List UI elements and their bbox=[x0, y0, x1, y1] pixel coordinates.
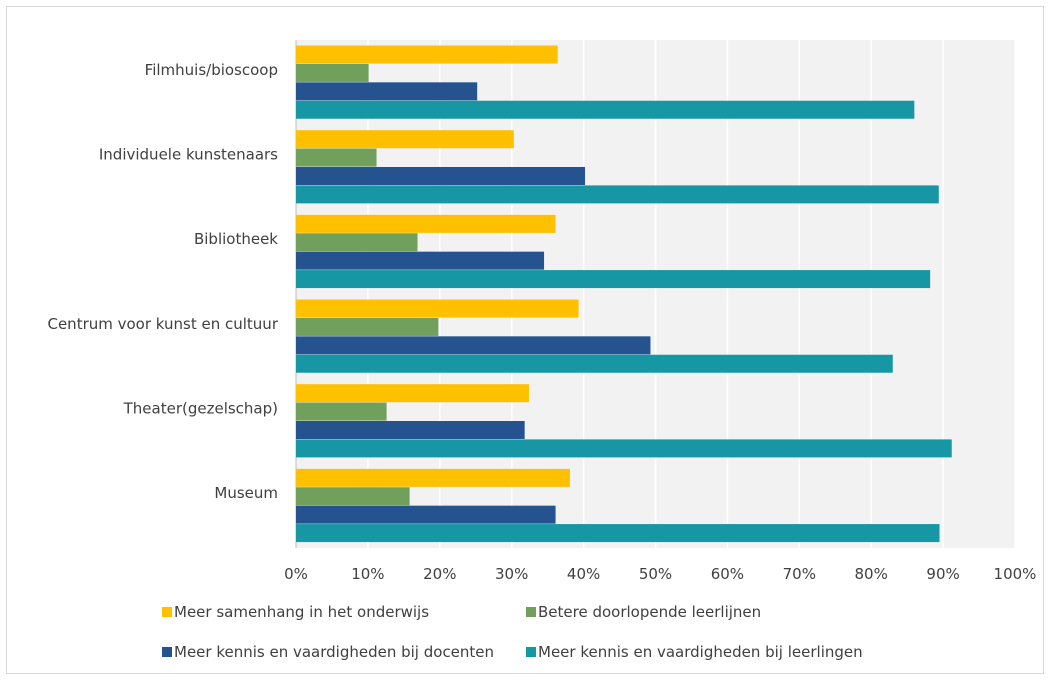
legend-swatch bbox=[526, 647, 536, 657]
bar bbox=[296, 251, 545, 270]
category-label: Individuele kunstenaars bbox=[99, 146, 278, 164]
bar bbox=[296, 487, 410, 506]
bar bbox=[296, 233, 418, 252]
category-label: Theater(gezelschap) bbox=[123, 400, 278, 418]
bar bbox=[296, 185, 939, 204]
bar bbox=[296, 63, 369, 82]
x-tick-label: 0% bbox=[284, 565, 308, 583]
legend-swatch bbox=[162, 607, 172, 617]
bar bbox=[296, 524, 940, 543]
x-tick-label: 70% bbox=[783, 565, 816, 583]
bar bbox=[296, 100, 915, 119]
x-axis-tick-labels: 0% 10% 20% 30% 40% 50% 60% 70% 80% 90% 100% bbox=[284, 565, 1036, 583]
category-label: Museum bbox=[214, 484, 278, 502]
bar bbox=[296, 336, 651, 355]
x-tick-label: 30% bbox=[495, 565, 528, 583]
category-label: Centrum voor kunst en cultuur bbox=[47, 315, 278, 333]
bar bbox=[296, 214, 556, 233]
x-tick-label: 100% bbox=[994, 565, 1037, 583]
bar bbox=[296, 439, 952, 458]
x-tick-label: 80% bbox=[855, 565, 888, 583]
bar bbox=[296, 82, 478, 101]
bar bbox=[296, 384, 529, 403]
bar bbox=[296, 270, 931, 289]
x-tick-label: 40% bbox=[567, 565, 600, 583]
bars bbox=[296, 45, 952, 543]
bar bbox=[296, 299, 579, 318]
x-tick-label: 60% bbox=[711, 565, 744, 583]
bar bbox=[296, 421, 525, 439]
bar bbox=[296, 167, 586, 185]
legend-label: Meer samenhang in het onderwijs bbox=[174, 603, 429, 621]
bar bbox=[296, 130, 514, 149]
bar bbox=[296, 354, 893, 373]
bar bbox=[296, 317, 439, 336]
legend-label: Betere doorlopende leerlijnen bbox=[538, 603, 761, 621]
category-labels: Filmhuis/bioscoop Individuele kunstenaars… bbox=[47, 61, 278, 502]
x-tick-label: 10% bbox=[351, 565, 384, 583]
x-tick-label: 20% bbox=[423, 565, 456, 583]
bar bbox=[296, 402, 387, 421]
x-tick-label: 90% bbox=[926, 565, 959, 583]
bar bbox=[296, 45, 558, 64]
bar bbox=[296, 468, 570, 487]
bar bbox=[296, 505, 556, 524]
bar bbox=[296, 148, 377, 167]
legend-label: Meer kennis en vaardigheden bij docenten bbox=[174, 643, 494, 661]
legend-label: Meer kennis en vaardigheden bij leerling… bbox=[538, 643, 863, 661]
category-label: Filmhuis/bioscoop bbox=[145, 61, 278, 79]
legend-swatch bbox=[526, 607, 536, 617]
category-label: Bibliotheek bbox=[194, 230, 278, 248]
legend-swatch bbox=[162, 647, 172, 657]
legend: Meer samenhang in het onderwijs Betere do… bbox=[162, 603, 863, 661]
gridlines bbox=[295, 40, 1016, 548]
x-tick-label: 50% bbox=[639, 565, 672, 583]
